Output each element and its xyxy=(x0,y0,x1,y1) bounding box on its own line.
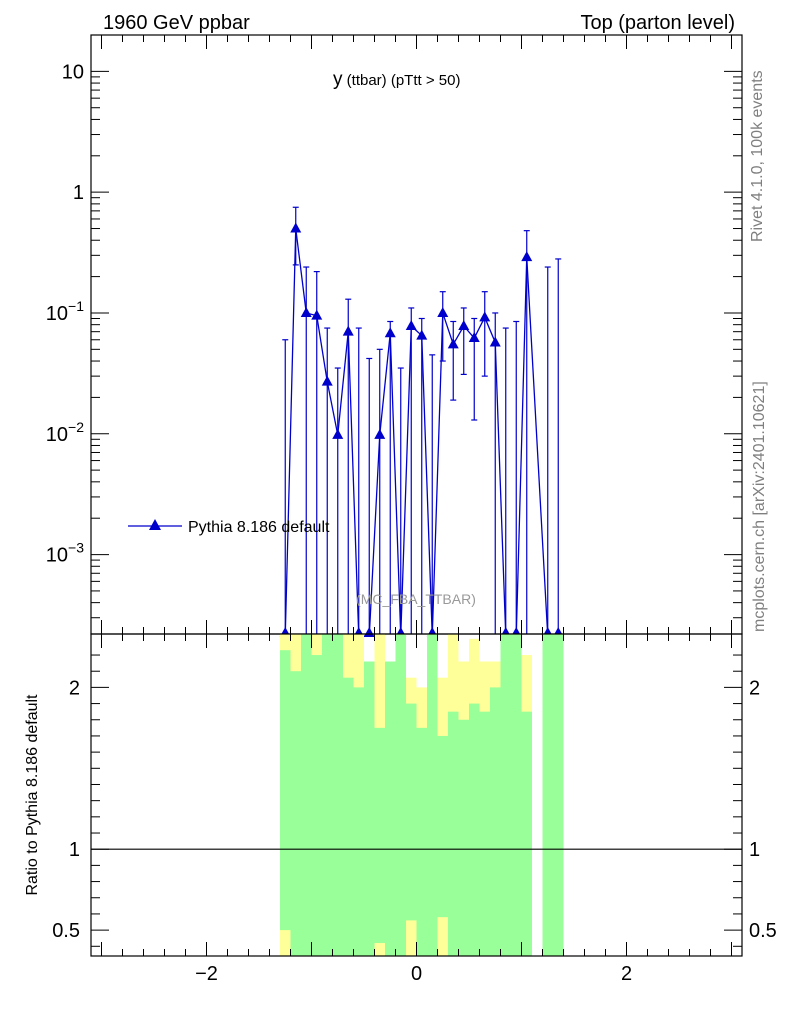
ratio-y-tick-label-right-0: 0.5 xyxy=(749,920,777,942)
main-plot-area xyxy=(279,206,564,637)
ratio-band-stat-4 xyxy=(322,634,333,956)
x-tick-label-1: 0 xyxy=(411,963,422,985)
data-point-19 xyxy=(479,311,491,322)
data-point-10 xyxy=(384,327,396,338)
ratio-band-stat-15 xyxy=(437,735,448,918)
ratio-band-stat-1 xyxy=(290,671,301,956)
ratio-band-stat-19 xyxy=(479,711,490,956)
ratio-band-stat-5 xyxy=(332,634,343,956)
ratio-band-stat-0 xyxy=(280,650,291,931)
ratio-y-label: Ratio to Pythia 8.186 default xyxy=(24,694,41,896)
series-line xyxy=(284,228,559,637)
y-tick-label-4: 10−3 xyxy=(46,540,84,567)
data-point-17 xyxy=(458,319,470,330)
ratio-band-stat-25 xyxy=(553,634,564,956)
y-tick-label-3: 10−2 xyxy=(46,419,84,446)
plot-title: y (ttbar) (pTtt > 50) xyxy=(333,69,460,90)
data-point-3 xyxy=(311,309,323,320)
ratio-band-stat-6 xyxy=(343,677,354,956)
ratio-band-stat-17 xyxy=(458,719,469,956)
data-point-1 xyxy=(290,222,302,233)
ratio-y-tick-label-left-2: 2 xyxy=(69,677,80,699)
ratio-band-stat-2 xyxy=(301,634,312,956)
ratio-band-stat-21 xyxy=(500,634,511,956)
main-series-marks xyxy=(279,206,564,637)
header-left: 1960 GeV ppbar xyxy=(103,12,250,34)
ratio-y-tick-label-right-2: 2 xyxy=(749,677,760,699)
legend: Pythia 8.186 default xyxy=(128,519,330,536)
data-point-9 xyxy=(374,428,386,439)
y-tick-label-1: 1 xyxy=(73,182,84,204)
y-tick-label-0: 10 xyxy=(62,61,84,83)
data-point-18 xyxy=(468,332,480,343)
ratio-band-stat-14 xyxy=(427,634,438,956)
ratio-band-stat-7 xyxy=(353,687,364,956)
ratio-band-stat-16 xyxy=(448,711,459,956)
header-right: Top (parton level) xyxy=(580,12,735,34)
ratio-band-stat-22 xyxy=(511,634,522,956)
ratio-band-stat-8 xyxy=(364,661,375,956)
ratio-bands xyxy=(91,634,742,956)
data-point-15 xyxy=(437,306,449,317)
ratio-band-stat-11 xyxy=(395,634,406,956)
main-frame xyxy=(90,34,743,635)
data-point-4 xyxy=(321,375,333,386)
data-point-23 xyxy=(521,251,533,262)
ratio-axes: −2 0 2 0.5 0.5 1 1 2 2 xyxy=(52,633,777,985)
ratio-band-stat-13 xyxy=(416,727,427,956)
watermark-label: (MC_FBA_TTBAR) xyxy=(356,591,476,607)
data-point-5 xyxy=(332,428,344,439)
ratio-band-stat-18 xyxy=(469,703,480,956)
ratio-y-tick-label-left-0: 0.5 xyxy=(52,920,80,942)
data-point-2 xyxy=(300,306,312,317)
ratio-y-tick-label-right-1: 1 xyxy=(749,839,760,861)
side-text-bottom: mcplots.cern.ch [arXiv:2401.10621] xyxy=(751,381,768,632)
ratio-band-stat-9 xyxy=(374,727,385,944)
ratio-band-stat-23 xyxy=(521,711,532,956)
data-point-6 xyxy=(342,325,354,336)
data-point-8 xyxy=(363,627,375,637)
data-point-20 xyxy=(489,336,501,347)
ratio-band-stat-20 xyxy=(490,687,501,956)
plot-title-main: y xyxy=(333,69,343,90)
ratio-band-stat-12 xyxy=(406,703,417,921)
data-point-16 xyxy=(447,338,459,349)
ratio-y-tick-label-left-1: 1 xyxy=(69,839,80,861)
ratio-band-stat-10 xyxy=(385,661,396,956)
side-text-top: Rivet 4.1.0, 100k events xyxy=(749,70,766,242)
x-tick-label-0: −2 xyxy=(195,963,218,985)
y-tick-label-2: 10−1 xyxy=(46,298,84,325)
ratio-band-stat-3 xyxy=(311,655,322,956)
ratio-band-stat-24 xyxy=(542,634,553,956)
legend-marker-triangle-icon xyxy=(149,519,161,530)
data-point-13 xyxy=(416,329,428,340)
plot-title-sub: (ttbar) (pTtt > 50) xyxy=(343,72,461,89)
data-point-12 xyxy=(405,319,417,330)
legend-label: Pythia 8.186 default xyxy=(188,519,330,536)
x-tick-label-2: 2 xyxy=(621,963,632,985)
